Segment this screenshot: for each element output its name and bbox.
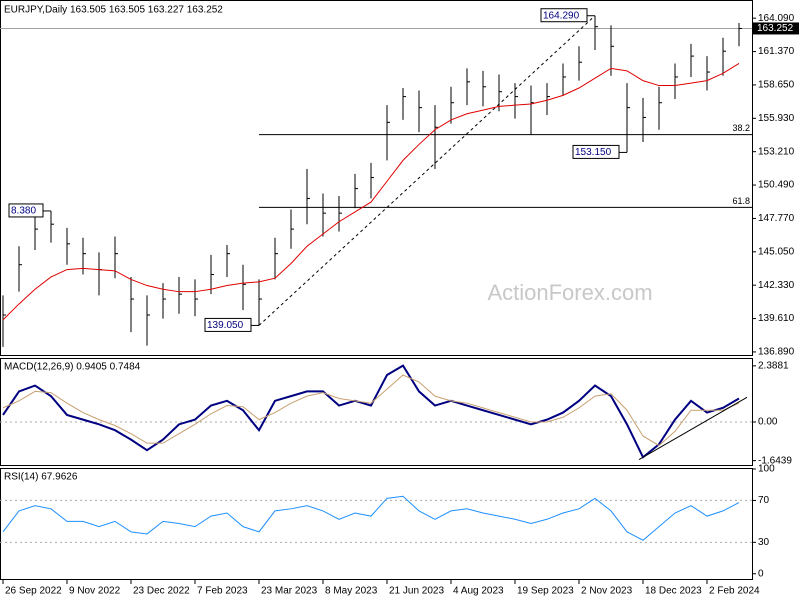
moving-average bbox=[2, 63, 740, 321]
signal-line bbox=[2, 374, 740, 447]
x-tick-label: 23 Mar 2023 bbox=[261, 586, 318, 597]
x-tick-label: 18 Dec 2023 bbox=[645, 586, 702, 597]
price-panel bbox=[0, 0, 753, 356]
y-tick-label: 70 bbox=[758, 495, 770, 506]
rsi-panel bbox=[0, 468, 753, 580]
watermark: ActionForex.com bbox=[487, 280, 652, 305]
y-tick-label: 161.370 bbox=[758, 46, 795, 57]
annotation-box bbox=[8, 203, 44, 218]
x-tick-label: 2 Nov 2023 bbox=[581, 586, 633, 597]
last-price-label: 163.252 bbox=[757, 23, 794, 34]
fib-label: 38.2 bbox=[732, 123, 750, 133]
x-tick-label: 8 May 2023 bbox=[325, 586, 378, 597]
annotation-box bbox=[204, 317, 252, 332]
annotation-box bbox=[572, 144, 620, 159]
y-tick-label: 100 bbox=[758, 464, 775, 475]
trendline bbox=[258, 15, 596, 326]
x-tick-label: 9 Nov 2022 bbox=[69, 586, 121, 597]
x-tick-label: 26 Sep 2022 bbox=[5, 586, 62, 597]
y-tick-label: 153.210 bbox=[758, 146, 795, 157]
trendline bbox=[638, 396, 748, 461]
annotation-box bbox=[540, 8, 588, 23]
x-tick-label: 4 Aug 2023 bbox=[453, 586, 504, 597]
y-tick-label: 158.650 bbox=[758, 80, 795, 91]
y-tick-label: 155.930 bbox=[758, 113, 795, 124]
y-tick-label: 147.770 bbox=[758, 213, 795, 224]
y-tick-label: 145.050 bbox=[758, 246, 795, 257]
y-tick-label: -1.6439 bbox=[758, 455, 792, 466]
x-tick-label: 2 Feb 2024 bbox=[709, 586, 760, 597]
x-tick-label: 23 Dec 2022 bbox=[133, 586, 190, 597]
last-price-box bbox=[753, 22, 799, 35]
y-tick-label: 0 bbox=[758, 568, 764, 579]
annotation-label: 153.150 bbox=[575, 147, 612, 158]
annotation-label: 164.290 bbox=[543, 10, 580, 21]
macd-panel bbox=[0, 358, 753, 466]
y-tick-label: 30 bbox=[758, 537, 770, 548]
x-tick-label: 19 Sep 2023 bbox=[517, 586, 574, 597]
y-tick-label: 139.610 bbox=[758, 313, 795, 324]
annotation-label: 139.050 bbox=[207, 320, 244, 331]
y-tick-label: 142.330 bbox=[758, 280, 795, 291]
rsi-line bbox=[2, 495, 740, 541]
fib-label: 61.8 bbox=[732, 196, 750, 206]
y-tick-label: 2.3881 bbox=[758, 361, 789, 372]
x-tick-label: 7 Feb 2023 bbox=[197, 586, 248, 597]
chart-title: EURJPY,Daily 163.505 163.505 163.227 163… bbox=[4, 5, 223, 16]
macd-line bbox=[2, 364, 740, 459]
annotation-label: 8.380 bbox=[11, 206, 36, 217]
y-tick-label: 136.890 bbox=[758, 347, 795, 358]
y-tick-label: 150.490 bbox=[758, 180, 795, 191]
y-tick-label: 0.00 bbox=[758, 417, 778, 428]
y-tick-label: 164.090 bbox=[758, 13, 795, 24]
rsi-title: RSI(14) 67.9626 bbox=[4, 472, 78, 483]
x-tick-label: 21 Jun 2023 bbox=[389, 586, 444, 597]
macd-title: MACD(12,26,9) 0.9405 0.7484 bbox=[4, 362, 141, 373]
